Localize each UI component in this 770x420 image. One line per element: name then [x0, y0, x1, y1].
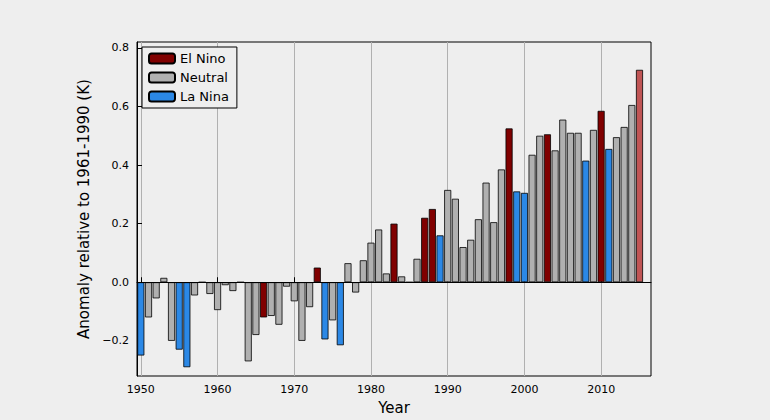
svg-text:2000: 2000 [510, 383, 538, 396]
svg-text:0.8: 0.8 [112, 41, 130, 54]
svg-text:Year: Year [377, 399, 411, 417]
svg-text:0.2: 0.2 [112, 217, 130, 230]
svg-text:1980: 1980 [357, 383, 385, 396]
svg-text:−0.2: −0.2 [102, 334, 129, 347]
svg-text:1970: 1970 [280, 383, 308, 396]
svg-text:El Nino: El Nino [180, 51, 226, 66]
svg-text:1960: 1960 [204, 383, 232, 396]
svg-text:1990: 1990 [434, 383, 462, 396]
svg-text:2010: 2010 [587, 383, 615, 396]
svg-text:0.0: 0.0 [112, 276, 130, 289]
svg-text:Neutral: Neutral [180, 70, 228, 85]
svg-text:Anomaly relative to 1961-1990: Anomaly relative to 1961-1990 (K) [75, 79, 93, 339]
svg-text:0.6: 0.6 [112, 100, 130, 113]
svg-text:1950: 1950 [127, 383, 155, 396]
svg-text:0.4: 0.4 [112, 159, 130, 172]
svg-text:La Nina: La Nina [180, 89, 229, 104]
